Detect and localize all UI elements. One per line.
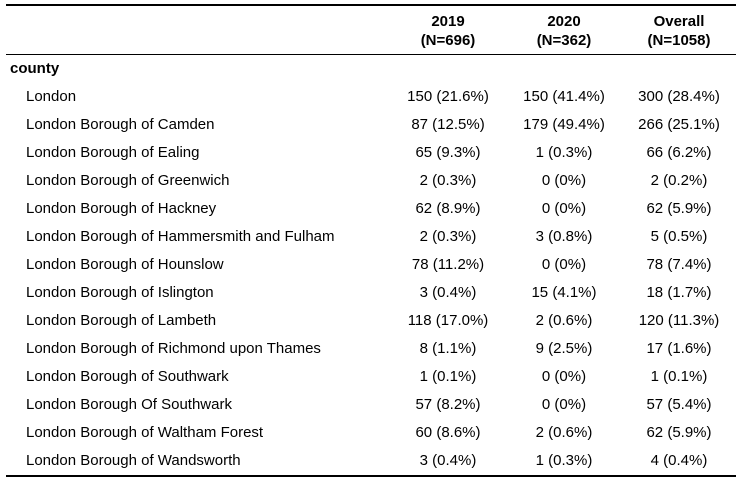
cell-2020: 2 (0.6%) <box>535 424 593 441</box>
header-2019-n: (N=696) <box>420 32 476 49</box>
cell-overall: 4 (0.4%) <box>650 452 708 469</box>
cell-2019: 8 (1.1%) <box>419 340 477 357</box>
group-empty-cell <box>506 55 622 84</box>
cell-overall: 5 (0.5%) <box>650 228 708 245</box>
table-row: London Borough of Camden 87 (12.5%) 179 … <box>6 111 736 139</box>
summary-table: 2019 (N=696) 2020 (N=362) Overall (N=105… <box>6 4 736 477</box>
cell-2019: 78 (11.2%) <box>411 256 485 273</box>
cell-2019: 150 (21.6%) <box>407 88 489 105</box>
table-row: London Borough of Richmond upon Thames 8… <box>6 335 736 363</box>
cell-2020: 0 (0%) <box>541 396 587 413</box>
row-label: London Borough of Hammersmith and Fulham <box>26 228 335 245</box>
header-overall: Overall (N=1058) <box>622 5 736 55</box>
table-body: county London 150 (21.6%) 150 (41.4%) 30… <box>6 55 736 476</box>
row-label: London <box>26 88 77 105</box>
row-label: London Borough of Lambeth <box>26 312 217 329</box>
header-2019-year: 2019 <box>431 13 465 30</box>
cell-2019: 62 (8.9%) <box>415 200 481 217</box>
cell-2020: 0 (0%) <box>541 368 587 385</box>
table-row: London 150 (21.6%) 150 (41.4%) 300 (28.4… <box>6 83 736 111</box>
cell-2019: 118 (17.0%) <box>407 312 489 329</box>
table-row: London Borough Of Southwark 57 (8.2%) 0 … <box>6 391 736 419</box>
cell-overall: 78 (7.4%) <box>646 256 712 273</box>
cell-2019: 2 (0.3%) <box>419 228 477 245</box>
row-label: London Borough Of Southwark <box>26 396 232 413</box>
row-label: London Borough of Richmond upon Thames <box>26 340 321 357</box>
group-label-county: county <box>10 60 60 77</box>
cell-overall: 2 (0.2%) <box>650 172 708 189</box>
table-row: London Borough of Greenwich 2 (0.3%) 0 (… <box>6 167 736 195</box>
cell-2019: 3 (0.4%) <box>419 452 477 469</box>
table-row: London Borough of Waltham Forest 60 (8.6… <box>6 419 736 447</box>
group-empty-cell <box>390 55 506 84</box>
cell-overall: 120 (11.3%) <box>638 312 720 329</box>
cell-overall: 66 (6.2%) <box>646 144 712 161</box>
cell-2020: 150 (41.4%) <box>523 88 605 105</box>
cell-2020: 0 (0%) <box>541 172 587 189</box>
cell-overall: 17 (1.6%) <box>646 340 712 357</box>
row-label: London Borough of Hounslow <box>26 256 224 273</box>
row-label: London Borough of Waltham Forest <box>26 424 264 441</box>
table-row: London Borough of Southwark 1 (0.1%) 0 (… <box>6 363 736 391</box>
cell-2020: 179 (49.4%) <box>523 116 605 133</box>
row-label: London Borough of Southwark <box>26 368 229 385</box>
cell-2020: 2 (0.6%) <box>535 312 593 329</box>
cell-overall: 18 (1.7%) <box>646 284 712 301</box>
cell-2020: 0 (0%) <box>541 200 587 217</box>
cell-2019: 1 (0.1%) <box>419 368 477 385</box>
cell-2020: 3 (0.8%) <box>535 228 593 245</box>
row-label: London Borough of Islington <box>26 284 214 301</box>
cell-overall: 300 (28.4%) <box>638 88 720 105</box>
cell-overall: 62 (5.9%) <box>646 200 712 217</box>
cell-2019: 57 (8.2%) <box>415 396 481 413</box>
header-blank <box>6 5 390 55</box>
header-2020-n: (N=362) <box>536 32 592 49</box>
table-row: London Borough of Wandsworth 3 (0.4%) 1 … <box>6 447 736 476</box>
table-row: London Borough of Hackney 62 (8.9%) 0 (0… <box>6 195 736 223</box>
cell-2020: 15 (4.1%) <box>531 284 597 301</box>
header-overall-year: Overall <box>653 13 705 30</box>
header-overall-n: (N=1058) <box>647 32 711 49</box>
cell-2019: 87 (12.5%) <box>411 116 485 133</box>
group-empty-cell <box>622 55 736 84</box>
cell-2019: 60 (8.6%) <box>415 424 481 441</box>
header-2020: 2020 (N=362) <box>506 5 622 55</box>
table-row: London Borough of Hammersmith and Fulham… <box>6 223 736 251</box>
cell-2019: 65 (9.3%) <box>415 144 481 161</box>
cell-2020: 9 (2.5%) <box>535 340 593 357</box>
row-label: London Borough of Wandsworth <box>26 452 241 469</box>
header-2020-year: 2020 <box>547 13 581 30</box>
cell-overall: 1 (0.1%) <box>650 368 708 385</box>
cell-2020: 0 (0%) <box>541 256 587 273</box>
header-2019: 2019 (N=696) <box>390 5 506 55</box>
row-label: London Borough of Hackney <box>26 200 217 217</box>
cell-overall: 57 (5.4%) <box>646 396 712 413</box>
table-row: London Borough of Islington 3 (0.4%) 15 … <box>6 279 736 307</box>
group-row: county <box>6 55 736 84</box>
cell-2019: 2 (0.3%) <box>419 172 477 189</box>
header-row: 2019 (N=696) 2020 (N=362) Overall (N=105… <box>6 5 736 55</box>
row-label: London Borough of Ealing <box>26 144 200 161</box>
table-row: London Borough of Lambeth 118 (17.0%) 2 … <box>6 307 736 335</box>
row-label: London Borough of Camden <box>26 116 215 133</box>
cell-2019: 3 (0.4%) <box>419 284 477 301</box>
row-label: London Borough of Greenwich <box>26 172 230 189</box>
cell-overall: 62 (5.9%) <box>646 424 712 441</box>
table-header: 2019 (N=696) 2020 (N=362) Overall (N=105… <box>6 5 736 55</box>
table-row: London Borough of Ealing 65 (9.3%) 1 (0.… <box>6 139 736 167</box>
table-row: London Borough of Hounslow 78 (11.2%) 0 … <box>6 251 736 279</box>
cell-2020: 1 (0.3%) <box>535 144 593 161</box>
cell-overall: 266 (25.1%) <box>638 116 720 133</box>
cell-2020: 1 (0.3%) <box>535 452 593 469</box>
